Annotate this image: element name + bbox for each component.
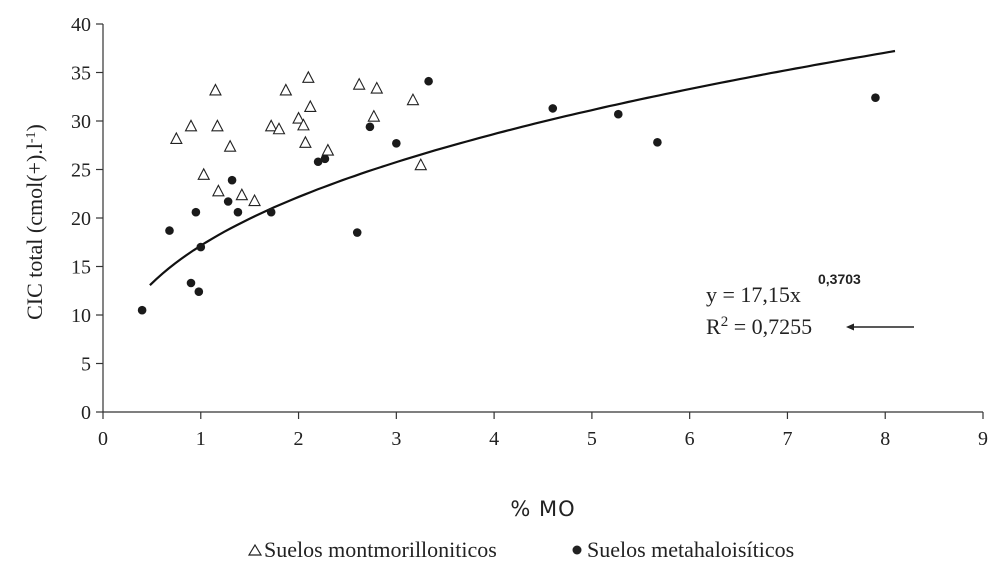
point-montmorillonitico bbox=[272, 122, 286, 135]
x-axis-title: % MO bbox=[510, 497, 575, 521]
point-montmorillonitico bbox=[248, 193, 261, 207]
point-metahaloisitico bbox=[320, 154, 330, 164]
tick-labels: 0 5 10 15 20 25 30 35 40 0 1 2 3 4 5 6 7 8 9 bbox=[71, 14, 988, 450]
point-montmorillonitico bbox=[197, 167, 211, 180]
y-tick-label: 20 bbox=[71, 208, 91, 230]
point-montmorillonitico bbox=[223, 139, 237, 152]
point-montmorillonitico bbox=[184, 119, 198, 132]
point-montmorillonitico bbox=[211, 184, 225, 197]
point-montmorillonitico bbox=[352, 77, 366, 90]
point-montmorillonitico bbox=[235, 188, 249, 201]
point-metahaloisitico bbox=[424, 76, 433, 86]
point-metahaloisitico bbox=[871, 93, 880, 103]
point-montmorillonitico bbox=[406, 92, 420, 106]
legend-label-montmorilloniticos: Suelos montmorilloniticos bbox=[264, 537, 497, 562]
x-tick-label: 8 bbox=[880, 428, 890, 450]
point-metahaloisitico bbox=[653, 138, 662, 147]
point-metahaloisitico bbox=[233, 207, 243, 217]
point-metahaloisitico bbox=[223, 197, 233, 206]
data-points bbox=[137, 70, 880, 315]
legend: Suelos montmorilloniticos Suelos metahal… bbox=[247, 537, 794, 562]
trendline bbox=[149, 49, 896, 286]
x-tick-label: 1 bbox=[196, 428, 206, 450]
x-tick-label: 9 bbox=[978, 428, 988, 450]
point-montmorillonitico bbox=[279, 83, 293, 96]
x-tick-label: 4 bbox=[489, 428, 499, 450]
y-tick-label: 10 bbox=[71, 305, 91, 327]
point-metahaloisitico bbox=[613, 109, 623, 119]
y-tick-label: 15 bbox=[71, 257, 91, 279]
y-tick-label: 35 bbox=[71, 63, 91, 85]
point-montmorillonitico bbox=[209, 83, 222, 96]
legend-circle-icon bbox=[572, 545, 582, 555]
x-tick-label: 2 bbox=[294, 428, 304, 450]
legend-triangle-icon bbox=[247, 543, 263, 556]
x-tick-label: 0 bbox=[98, 428, 108, 450]
point-montmorillonitico bbox=[169, 131, 183, 145]
y-tick-label: 40 bbox=[71, 14, 91, 36]
point-metahaloisitico bbox=[548, 104, 558, 113]
point-montmorillonitico bbox=[367, 109, 381, 122]
point-metahaloisitico bbox=[392, 139, 401, 148]
x-tick-label: 7 bbox=[782, 428, 792, 450]
point-montmorillonitico bbox=[370, 81, 384, 94]
point-metahaloisitico bbox=[165, 226, 174, 235]
point-metahaloisitico bbox=[194, 287, 204, 297]
point-metahaloisitico bbox=[365, 122, 375, 132]
equation-annotation: y = 17,15x 0,3703 R2 = 0,7255 bbox=[706, 271, 914, 339]
legend-label-metahaloisiticos: Suelos metahaloisíticos bbox=[587, 537, 794, 562]
y-tick-label: 5 bbox=[81, 354, 91, 376]
point-montmorillonitico bbox=[414, 157, 428, 171]
equation-exponent: 0,3703 bbox=[818, 271, 861, 287]
axes bbox=[96, 23, 984, 419]
r2-label: R2 = 0,7255 bbox=[706, 314, 812, 339]
point-metahaloisitico bbox=[191, 207, 201, 217]
point-metahaloisitico bbox=[196, 242, 206, 252]
point-metahaloisitico bbox=[266, 207, 276, 217]
point-montmorillonitico bbox=[301, 70, 315, 83]
y-tick-label: 30 bbox=[71, 111, 91, 133]
point-montmorillonitico bbox=[210, 119, 224, 132]
r2-arrow-head bbox=[846, 323, 854, 331]
y-tick-label: 25 bbox=[71, 160, 91, 182]
trendline-curve bbox=[149, 49, 896, 286]
point-metahaloisitico bbox=[313, 157, 323, 167]
x-tick-label: 3 bbox=[391, 428, 401, 450]
point-montmorillonitico bbox=[298, 135, 312, 148]
point-metahaloisitico bbox=[352, 228, 362, 237]
point-metahaloisitico bbox=[137, 305, 147, 315]
x-tick-label: 5 bbox=[587, 428, 597, 450]
x-tick-label: 6 bbox=[685, 428, 695, 450]
equation-label: y = 17,15x bbox=[706, 282, 801, 307]
point-montmorillonitico bbox=[292, 111, 305, 124]
point-metahaloisitico bbox=[186, 278, 196, 288]
y-tick-label: 0 bbox=[81, 402, 91, 424]
point-montmorillonitico bbox=[303, 99, 317, 112]
point-montmorillonitico bbox=[264, 119, 278, 132]
point-metahaloisitico bbox=[227, 175, 237, 185]
y-axis-title: CIC total (cmol(+).l-1) bbox=[22, 124, 47, 320]
point-montmorillonitico bbox=[297, 118, 310, 131]
point-montmorillonitico bbox=[321, 143, 335, 156]
